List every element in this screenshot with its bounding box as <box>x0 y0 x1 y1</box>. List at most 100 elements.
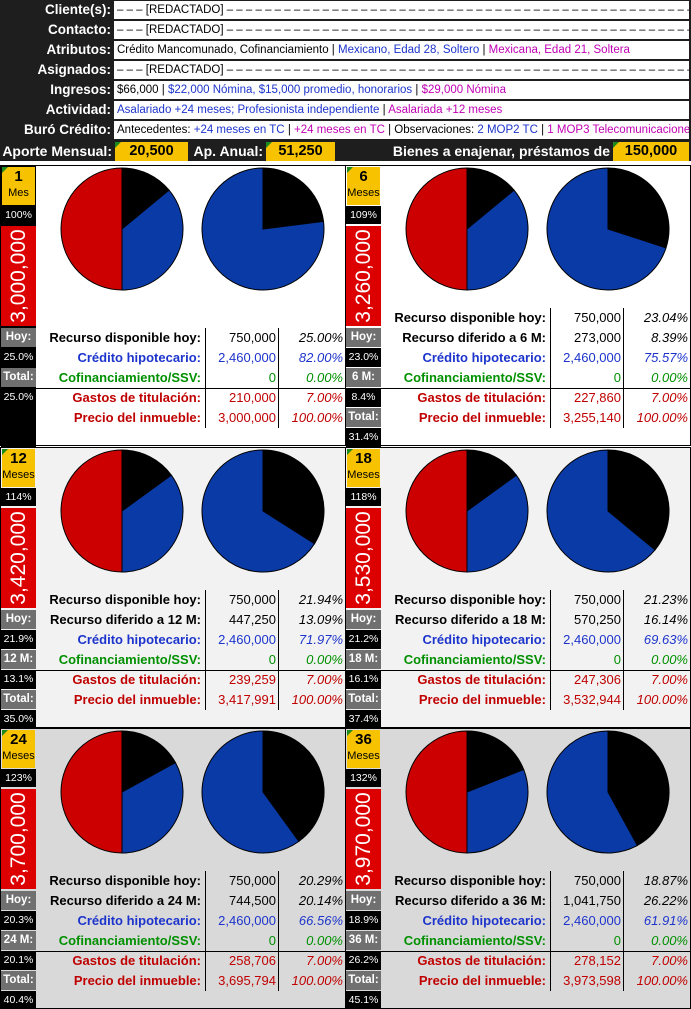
header-value: Crédito Mancomunado, Cofinanciamiento | … <box>114 41 689 59</box>
table-row: Crédito hipotecario: 2,460,000 66.56% <box>36 911 345 931</box>
scenario-sidebar: 36 Meses 132% 3,970,000 Hoy: 18.9% 36 M: 26.2% T… <box>346 729 381 1009</box>
row-percent: 26.22% <box>643 893 688 908</box>
pie-slice-blue <box>121 474 184 573</box>
header-text: – – – [REDACTADO] – – – – – – – – – – – … <box>117 24 689 36</box>
table-divider <box>550 871 551 991</box>
price-vertical-text: 3,000,000 <box>6 229 30 323</box>
side-percent: 25.0% <box>1 388 36 407</box>
row-value: 3,695,794 <box>218 973 276 988</box>
row-value: 258,706 <box>229 953 276 968</box>
row-label: Crédito hipotecario: <box>77 632 201 647</box>
row-percent: 20.14% <box>298 893 343 908</box>
row-value: 2,460,000 <box>563 350 621 365</box>
side-label: Hoy: <box>346 891 381 910</box>
row-percent: 7.00% <box>651 953 688 968</box>
table-divider <box>36 670 345 671</box>
header-text: +24 meses en TC <box>193 124 285 136</box>
table-divider <box>623 590 624 710</box>
pie-slice-red <box>60 730 123 854</box>
row-value: 0 <box>613 652 621 667</box>
pie-slice-blue <box>121 189 184 291</box>
side-label: 12 M: <box>1 650 36 669</box>
row-value: 3,000,000 <box>218 410 276 425</box>
header-value: – – – [REDACTADO] – – – – – – – – – – – … <box>114 1 689 19</box>
table-row: Gastos de titulación: 210,000 7.00% <box>36 388 345 408</box>
pie-slice-blue <box>121 761 184 854</box>
header-row: Atributos: Crédito Mancomunado, Cofinanci… <box>0 40 691 60</box>
header-text: Crédito Mancomunado, Cofinanciamiento <box>117 44 329 56</box>
row-label: Recurso disponible hoy: <box>394 592 546 607</box>
row-percent: 18.87% <box>643 873 688 888</box>
table-row: Crédito hipotecario: 2,460,000 69.63% <box>381 630 690 650</box>
row-label: Recurso disponible hoy: <box>49 592 201 607</box>
table-row: Gastos de titulación: 278,152 7.00% <box>381 951 690 971</box>
pie-slice-blue <box>466 189 529 291</box>
row-value: 750,000 <box>229 873 276 888</box>
table-divider <box>278 871 279 991</box>
scenario-panel: 18 Meses 118% 3,530,000 Hoy: 21.2% 18 M: 16.1% T… <box>345 447 691 729</box>
table-row: Gastos de titulación: 239,259 7.00% <box>36 670 345 690</box>
table-divider <box>278 590 279 710</box>
table-row: Recurso disponible hoy: 750,000 21.94% <box>36 590 345 610</box>
side-percent: 31.4% <box>346 428 381 447</box>
row-percent: 100.00% <box>291 692 343 707</box>
table-row: Crédito hipotecario: 2,460,000 75.57% <box>381 348 690 368</box>
header-text: | <box>328 44 338 56</box>
row-label: Crédito hipotecario: <box>77 350 201 365</box>
header-row: Contacto: – – – [REDACTADO] – – – – – – –… <box>0 20 691 40</box>
row-percent: 20.29% <box>298 873 343 888</box>
side-percent: 13.1% <box>1 670 36 689</box>
pie-charts <box>60 449 325 573</box>
header-label: Actividad: <box>45 102 111 117</box>
row-value: 447,250 <box>229 612 276 627</box>
scenario-table: Recurso disponible hoy: 750,000 21.94% Recu… <box>36 448 345 729</box>
pie-slice-black <box>607 167 670 249</box>
pie-charts <box>405 167 670 291</box>
month-badge: 12 Meses <box>2 449 35 487</box>
row-percent: 71.97% <box>298 632 343 647</box>
pie-slice-black <box>262 167 325 230</box>
row-value: 0 <box>268 933 276 948</box>
row-percent: 100.00% <box>636 692 688 707</box>
table-row: Recurso diferido a 36 M: 1,041,750 26.22% <box>381 891 690 911</box>
side-label: Total: <box>1 690 36 709</box>
pie-slice-red <box>405 730 468 854</box>
row-label: Cofinanciamiento/SSV: <box>58 652 201 667</box>
pie-slice-black <box>121 449 173 512</box>
row-label: Recurso diferido a 36 M: <box>395 893 546 908</box>
row-label: Recurso diferido a 24 M: <box>50 893 201 908</box>
row-value: 750,000 <box>574 592 621 607</box>
side-percent: 16.1% <box>346 670 381 689</box>
row-label: Recurso diferido a 18 M: <box>395 612 546 627</box>
row-percent: 61.91% <box>643 913 688 928</box>
row-label: Recurso disponible hoy: <box>49 330 201 345</box>
scenario-table: Recurso disponible hoy: 750,000 20.29% Recu… <box>36 729 345 1009</box>
table-row: Recurso disponible hoy: 750,000 18.87% <box>381 871 690 891</box>
row-label: Gastos de titulación: <box>417 953 546 968</box>
row-percent: 7.00% <box>651 672 688 687</box>
month-number: 18 <box>355 450 372 467</box>
row-percent: 7.00% <box>306 672 343 687</box>
table-divider <box>381 388 690 389</box>
price-vertical: 3,260,000 <box>346 226 381 326</box>
pie-slice-red <box>405 449 468 573</box>
side-percent: 25.0% <box>1 348 36 367</box>
price-percent: 123% <box>1 769 36 787</box>
row-percent: 21.23% <box>643 592 688 607</box>
pie-charts <box>405 449 670 573</box>
pie-charts <box>60 167 325 291</box>
row-label: Crédito hipotecario: <box>422 632 546 647</box>
row-percent: 23.04% <box>643 310 688 325</box>
row-value: 744,500 <box>229 893 276 908</box>
row-label: Recurso diferido a 6 M: <box>402 330 546 345</box>
pie-slice-black <box>121 167 170 231</box>
scenario-sidebar: 24 Meses 123% 3,700,000 Hoy: 20.3% 24 M: 20.1% T… <box>1 729 36 1009</box>
side-label: Hoy: <box>1 328 36 347</box>
header-label: Buró Crédito: <box>24 122 111 137</box>
header-text: Mexicana, Edad 21, Soltera <box>488 44 630 56</box>
month-number: 12 <box>10 450 27 467</box>
side-label: Hoy: <box>1 610 36 629</box>
header-panel: Cliente(s): – – – [REDACTADO] – – – – – –… <box>0 0 691 178</box>
table-row: Recurso diferido a 12 M: 447,250 13.09% <box>36 610 345 630</box>
row-percent: 0.00% <box>306 652 343 667</box>
